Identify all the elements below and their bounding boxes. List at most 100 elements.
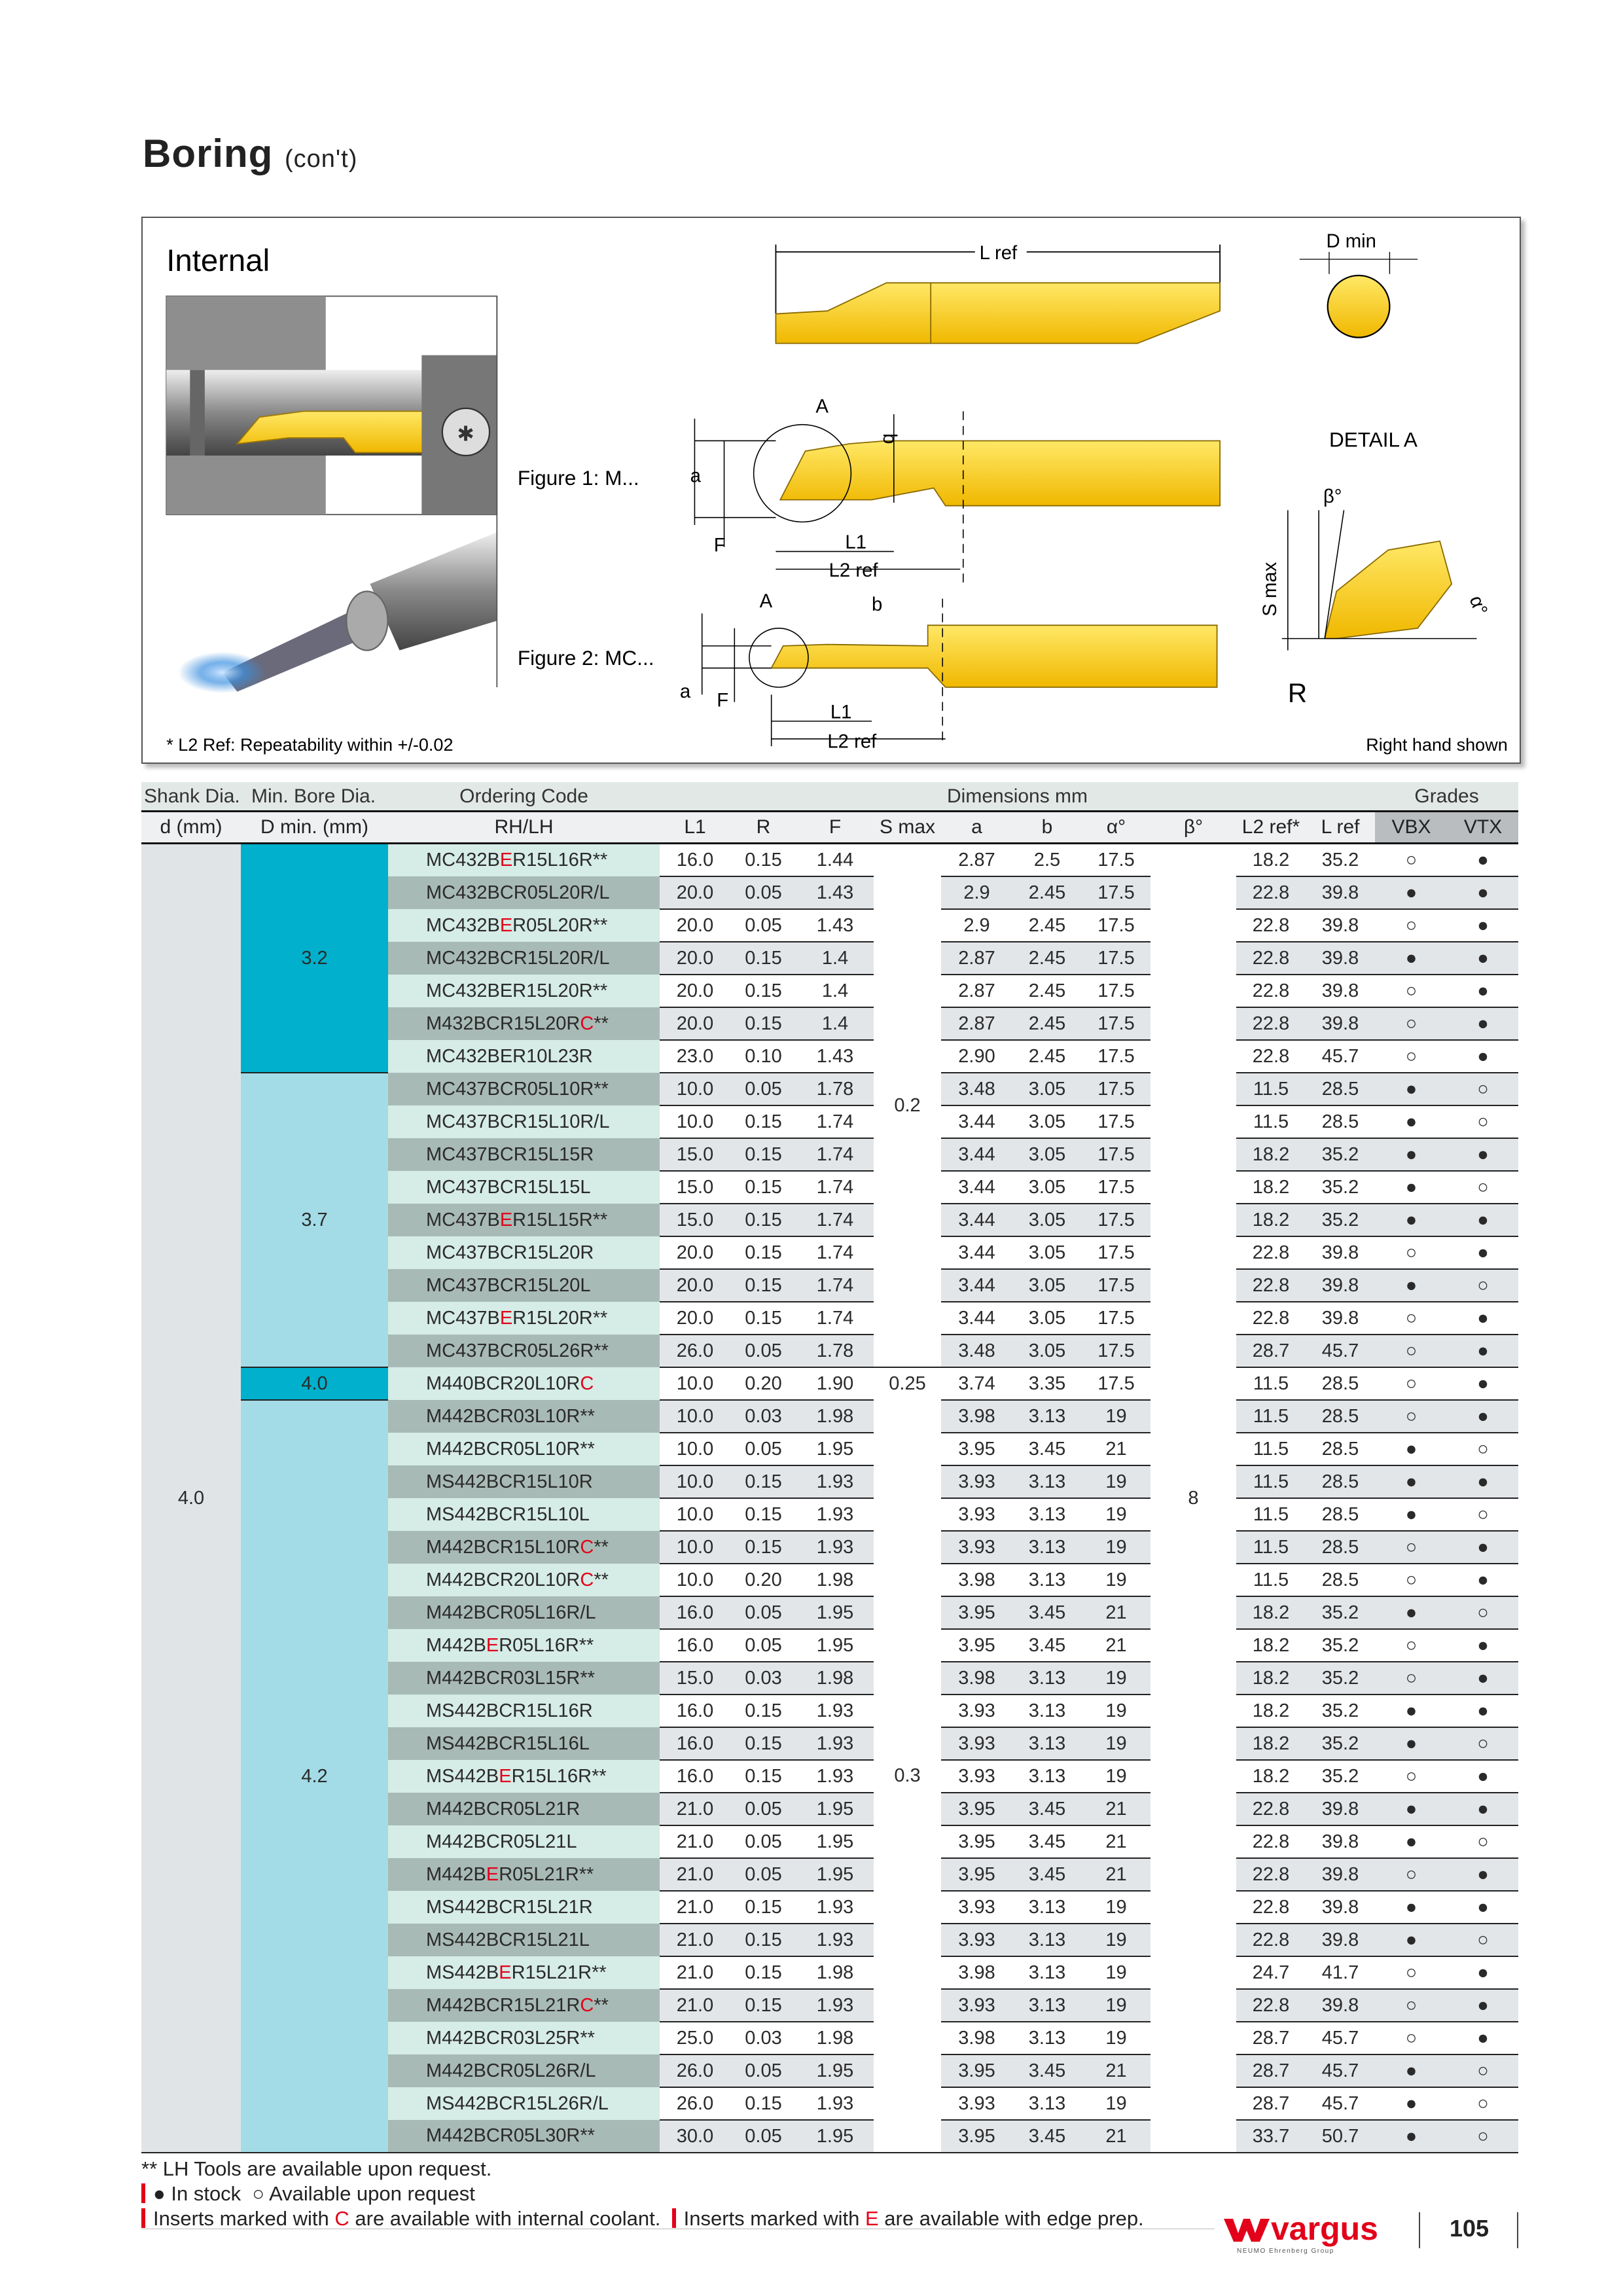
cell-l1: 16.0 bbox=[660, 1727, 730, 1761]
code-text-end: ** bbox=[594, 1536, 609, 1558]
cell-l2ref: 11.5 bbox=[1236, 1367, 1306, 1401]
coolant-text-end: are available with internal coolant. bbox=[349, 2207, 661, 2230]
cell-f: 1.98 bbox=[796, 1662, 874, 1695]
cell-f: 1.93 bbox=[796, 1727, 874, 1761]
note-legend: ● In stock ○ Available upon request bbox=[141, 2182, 475, 2206]
ordering-code: MS442BER15L21R** bbox=[388, 1956, 660, 1989]
cell-a: 3.95 bbox=[941, 1858, 1012, 1892]
cell-grade-vbx: ● bbox=[1375, 1498, 1448, 1532]
cell-alpha: 19 bbox=[1082, 1564, 1150, 1597]
cell-lref: 50.7 bbox=[1306, 2120, 1376, 2153]
cell-l2ref: 18.2 bbox=[1236, 1629, 1306, 1662]
cell-alpha: 17.5 bbox=[1082, 843, 1150, 877]
cell-b: 3.13 bbox=[1012, 1760, 1082, 1793]
cell-a: 3.44 bbox=[941, 1138, 1012, 1172]
cell-l2ref: 33.7 bbox=[1236, 2120, 1306, 2153]
cell-a: 3.98 bbox=[941, 2022, 1012, 2055]
code-text-end: ** bbox=[594, 1013, 609, 1034]
cell-f: 1.93 bbox=[796, 1498, 874, 1532]
cell-lref: 28.5 bbox=[1306, 1465, 1376, 1499]
cell-grade-vtx: ● bbox=[1448, 1204, 1519, 1237]
cell-r: 0.15 bbox=[730, 1138, 796, 1172]
cell-r: 0.15 bbox=[730, 1498, 796, 1532]
cell-l1: 20.0 bbox=[660, 876, 730, 910]
dim-alpha: α° bbox=[1465, 593, 1492, 618]
coolant-text: Inserts marked with bbox=[153, 2207, 335, 2230]
cell-r: 0.05 bbox=[730, 1629, 796, 1662]
table-row: MS442BCR15L21L 21.0 0.15 1.93 3.93 3.13 19 22.8… bbox=[141, 1924, 1519, 1957]
cell-a: 3.48 bbox=[941, 1335, 1012, 1368]
table-row: MC437BCR15L20L 20.0 0.15 1.74 3.44 3.05 17.5 22… bbox=[141, 1269, 1519, 1302]
cell-l2ref: 22.8 bbox=[1236, 876, 1306, 910]
ordering-code: MC437BCR05L26R** bbox=[388, 1335, 660, 1367]
cell-b: 2.45 bbox=[1012, 975, 1082, 1008]
code-text: M432BCR15L20R bbox=[426, 1013, 580, 1034]
cell-a: 2.90 bbox=[941, 1040, 1012, 1073]
cell-grade-vtx: ○ bbox=[1448, 1596, 1519, 1630]
cell-f: 1.95 bbox=[796, 1825, 874, 1859]
cell-grade-vtx: ○ bbox=[1448, 1433, 1519, 1466]
cell-lref: 39.8 bbox=[1306, 942, 1376, 975]
cell-r: 0.15 bbox=[730, 1269, 796, 1302]
code-text: MC437BCR15L20L bbox=[426, 1274, 591, 1296]
cell-r: 0.05 bbox=[730, 2054, 796, 2088]
cell-f: 1.95 bbox=[796, 2054, 874, 2088]
col-smax: S max bbox=[874, 811, 941, 844]
table-row: M442BCR15L10RC** 10.0 0.15 1.93 3.93 3.13 19 11… bbox=[141, 1531, 1519, 1564]
cell-alpha: 17.5 bbox=[1082, 1367, 1150, 1401]
cell-b: 3.05 bbox=[1012, 1171, 1082, 1204]
col-alpha: α° bbox=[1082, 811, 1150, 844]
cell-alpha: 21 bbox=[1082, 1825, 1150, 1859]
cell-r: 0.20 bbox=[730, 1564, 796, 1597]
cell-l2ref: 22.8 bbox=[1236, 1924, 1306, 1957]
cell-lref: 39.8 bbox=[1306, 909, 1376, 942]
ordering-code: M442BER05L16R** bbox=[388, 1629, 660, 1662]
col-lref: L ref bbox=[1306, 811, 1376, 844]
cell-l1: 20.0 bbox=[660, 1302, 730, 1335]
cell-a: 3.93 bbox=[941, 2087, 1012, 2121]
code-text: MC437BCR15L15L bbox=[426, 1176, 591, 1198]
cell-b: 3.45 bbox=[1012, 1596, 1082, 1630]
cell-b: 3.45 bbox=[1012, 1793, 1082, 1826]
dim-r: R bbox=[1288, 678, 1307, 708]
code-text: MS442BCR15L26R/L bbox=[426, 2092, 609, 2114]
cell-f: 1.74 bbox=[796, 1204, 874, 1237]
cell-a: 3.48 bbox=[941, 1073, 1012, 1106]
col-f: F bbox=[796, 811, 874, 844]
cell-lref: 35.2 bbox=[1306, 843, 1376, 877]
page-number: 105 bbox=[1450, 2215, 1489, 2242]
table-row: M442BCR05L30R** 30.0 0.05 1.95 3.95 3.45 21 33.… bbox=[141, 2120, 1519, 2153]
code-text: M442BCR03L25R** bbox=[426, 2027, 595, 2049]
cell-r: 0.15 bbox=[730, 975, 796, 1008]
cell-grade-vbx: ● bbox=[1375, 1433, 1448, 1466]
cell-l1: 26.0 bbox=[660, 2054, 730, 2088]
ordering-code: M442BCR20L10RC** bbox=[388, 1564, 660, 1596]
cell-l2ref: 22.8 bbox=[1236, 1007, 1306, 1041]
cell-grade-vbx: ● bbox=[1375, 1204, 1448, 1237]
cell-b: 2.45 bbox=[1012, 1040, 1082, 1073]
cell-grade-vtx: ○ bbox=[1448, 2054, 1519, 2088]
cell-l2ref: 22.8 bbox=[1236, 942, 1306, 975]
cell-lref: 45.7 bbox=[1306, 2022, 1376, 2055]
code-highlight: C bbox=[580, 1994, 594, 2016]
cell-a: 3.98 bbox=[941, 1400, 1012, 1433]
cell-grade-vbx: ● bbox=[1375, 2087, 1448, 2121]
cell-alpha: 19 bbox=[1082, 1531, 1150, 1564]
ordering-code: M442BCR03L10R** bbox=[388, 1400, 660, 1433]
code-text: M442BCR05L16R/L bbox=[426, 1602, 596, 1623]
cell-b: 2.45 bbox=[1012, 876, 1082, 910]
cell-grade-vtx: ○ bbox=[1448, 1727, 1519, 1761]
cell-f: 1.43 bbox=[796, 909, 874, 942]
cell-a: 3.95 bbox=[941, 1793, 1012, 1826]
cell-f: 1.78 bbox=[796, 1335, 874, 1368]
ordering-code: M442BCR05L16R/L bbox=[388, 1596, 660, 1629]
cell-a: 3.98 bbox=[941, 1662, 1012, 1695]
cell-r: 0.20 bbox=[730, 1367, 796, 1401]
ordering-code: MC432BER10L23R bbox=[388, 1040, 660, 1073]
cell-grade-vtx: ● bbox=[1448, 975, 1519, 1008]
cell-l1: 20.0 bbox=[660, 1007, 730, 1041]
cell-b: 3.13 bbox=[1012, 1727, 1082, 1761]
insert-figure2 bbox=[770, 624, 1218, 688]
cell-l2ref: 22.8 bbox=[1236, 1793, 1306, 1826]
cell-b: 3.13 bbox=[1012, 1956, 1082, 1990]
